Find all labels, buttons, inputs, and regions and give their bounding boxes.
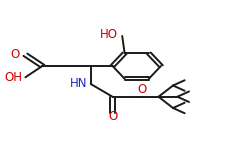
Text: OH: OH	[4, 71, 22, 84]
Text: HN: HN	[69, 77, 87, 90]
Text: O: O	[108, 110, 117, 123]
Text: HO: HO	[100, 28, 118, 41]
Text: O: O	[137, 83, 146, 96]
Text: O: O	[11, 48, 20, 61]
